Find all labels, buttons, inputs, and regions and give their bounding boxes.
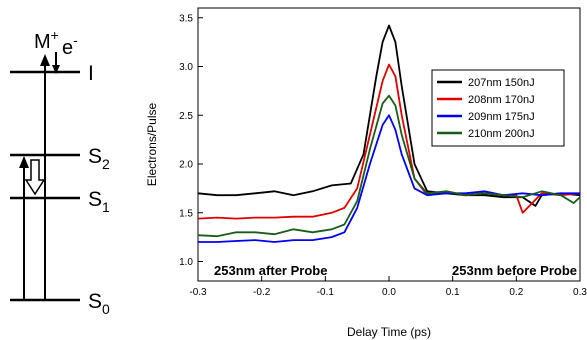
x-tick-label: -0.2	[253, 287, 271, 298]
x-tick-label: 0.1	[446, 287, 460, 298]
y-axis-label: Electrons/Pulse	[145, 102, 159, 186]
series-lines	[197, 24, 581, 243]
legend-entry: 208nm 170nJ	[468, 94, 535, 106]
axis-ticks: -0.3 -0.2 -0.1 0.0 0.1 0.2 0.3 1.0 1.5 2.0 2.5 3.0 3…	[179, 13, 587, 298]
y-tick-label: 1.5	[179, 208, 193, 219]
x-tick-label: -0.1	[317, 287, 335, 298]
pump-arrow-head	[19, 156, 29, 168]
ionization-level-label: I	[88, 62, 94, 85]
energy-level-diagram: I S2 S1 S0 M+ e-	[10, 27, 110, 317]
ion-label: M+	[34, 27, 59, 53]
x-tick-label: 0.0	[382, 287, 396, 298]
annotation-before-probe: 253nm before Probe	[452, 263, 577, 278]
s2-level-label: S2	[88, 145, 110, 172]
s0-level-label: S0	[88, 290, 110, 317]
plot-area: -0.3 -0.2 -0.1 0.0 0.1 0.2 0.3 1.0 1.5 2.0 2.5 3.0 3…	[145, 7, 587, 339]
legend: 207nm 150nJ 208nm 170nJ 209nm 175nJ 210nm 2…	[431, 69, 565, 147]
annotation-after-probe: 253nm after Probe	[214, 263, 327, 278]
y-tick-label: 2.5	[179, 111, 193, 122]
legend-entry: 207nm 150nJ	[468, 77, 535, 89]
legend-entry: 210nm 200nJ	[468, 128, 535, 140]
x-tick-label: -0.3	[189, 287, 207, 298]
legend-entry: 209nm 175nJ	[468, 111, 535, 123]
x-axis-label: Delay Time (ps)	[347, 325, 431, 339]
y-tick-label: 3.5	[179, 13, 193, 24]
series-line-2	[197, 63, 581, 220]
y-tick-label: 2.0	[179, 160, 193, 171]
y-tick-label: 1.0	[179, 257, 193, 268]
electron-arrow-head	[52, 65, 60, 74]
relaxation-arrow	[24, 159, 46, 196]
s1-level-label: S1	[88, 188, 110, 215]
y-tick-label: 3.0	[179, 62, 193, 73]
electron-label: e-	[62, 32, 78, 59]
x-tick-label: 0.3	[573, 287, 587, 298]
probe-arrow-head	[40, 54, 50, 66]
x-tick-label: 0.2	[509, 287, 523, 298]
series-line-4	[197, 94, 581, 238]
